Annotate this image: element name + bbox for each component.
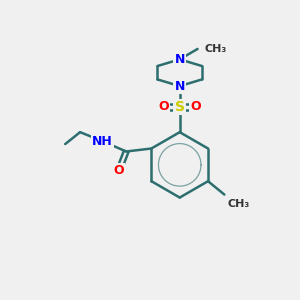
Text: N: N xyxy=(175,80,185,93)
Text: O: O xyxy=(113,164,124,177)
Text: O: O xyxy=(158,100,169,113)
Text: NH: NH xyxy=(92,135,113,148)
Text: S: S xyxy=(175,100,185,114)
Text: O: O xyxy=(191,100,201,113)
Text: N: N xyxy=(175,53,185,66)
Text: CH₃: CH₃ xyxy=(205,44,227,54)
Text: CH₃: CH₃ xyxy=(227,199,250,209)
